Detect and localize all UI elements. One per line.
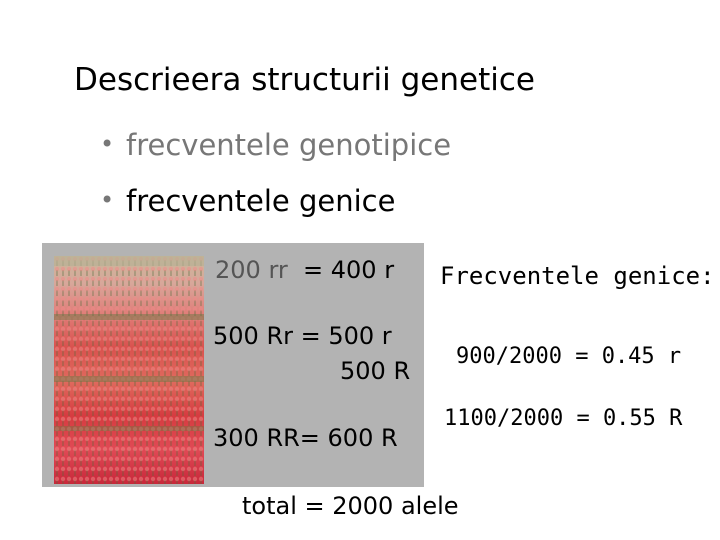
genotype-count: 200 rr <box>215 256 288 284</box>
slide-title: Descrieera structurii genetice <box>74 62 535 98</box>
tulip-field-photo <box>54 256 204 484</box>
total-alleles: total = 2000 alele <box>242 492 459 520</box>
gene-frequencies-label: Frecventele genice: <box>440 262 715 290</box>
allele-count: = 600 R <box>299 424 398 452</box>
bullet-genotype-frequencies: • frecventele genotipice <box>100 128 451 162</box>
bullet-text: frecventele genotipice <box>126 128 452 162</box>
genotype-count: 300 RR <box>213 424 300 452</box>
bullet-marker: • <box>100 186 115 214</box>
frequency-r: 900/2000 = 0.45 r <box>456 344 682 369</box>
genotype-row-Rr-R: 500 R <box>340 357 410 385</box>
tulip-field-image <box>54 256 204 484</box>
allele-count: = 400 r <box>303 256 395 284</box>
bullet-marker: • <box>100 130 115 158</box>
bullet-text: frecventele genice <box>126 184 396 218</box>
bullet-gene-frequencies: • frecventele genice <box>100 184 395 218</box>
allele-count: 500 R <box>340 357 411 385</box>
allele-count: = 500 r <box>300 322 392 350</box>
genotype-count: 500 Rr <box>213 322 293 350</box>
genotype-row-Rr: 500 Rr = 500 r <box>213 322 392 350</box>
genotype-row-RR: 300 RR= 600 R <box>213 424 398 452</box>
genotype-row-rr: 200 rr = 400 r <box>215 256 394 284</box>
frequency-R: 1100/2000 = 0.55 R <box>444 406 683 431</box>
